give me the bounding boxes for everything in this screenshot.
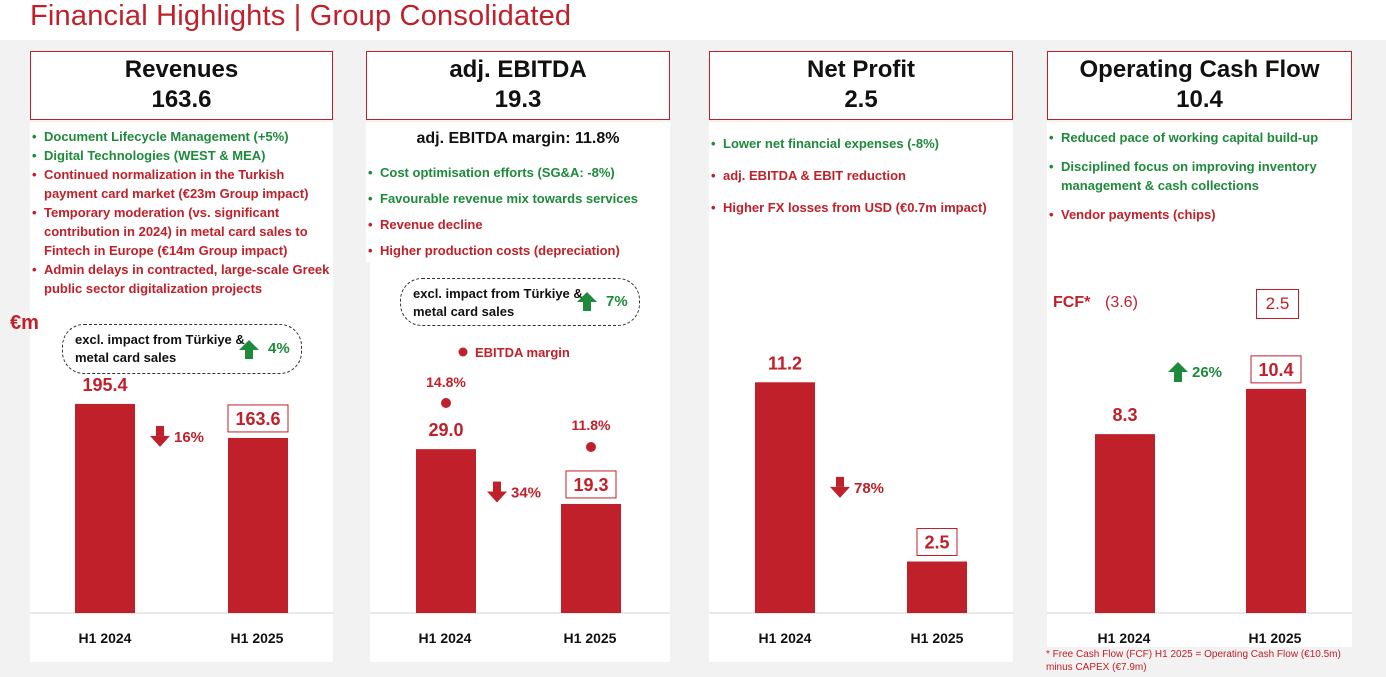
bar-h1-2024 (1095, 434, 1155, 613)
change-label: 78% (854, 480, 884, 497)
kpi-name: Revenues (124, 56, 239, 83)
x-tick-label: H1 2024 (759, 630, 812, 646)
driver-item: Revenue decline (366, 212, 670, 238)
driver-item: Higher production costs (depreciation) (366, 238, 670, 264)
margin-label: 14.8% (426, 374, 466, 390)
up-arrow-icon (577, 292, 597, 311)
driver-item: Lower net financial expenses (-8%) (709, 128, 1013, 160)
excl-change: 4% (268, 340, 290, 357)
driver-item: adj. EBITDA & EBIT reduction (709, 160, 1013, 192)
kpi-name: Net Profit (807, 56, 915, 83)
down-arrow-icon (487, 491, 507, 503)
kpi-value: 163.6 (151, 86, 212, 113)
excl-text: excl. impact from Türkiye & metal card s… (75, 332, 245, 365)
ebitda-drivers: Cost optimisation efforts (SG&A: -8%) Fa… (366, 160, 670, 264)
page-title: Financial Highlights | Group Consolidate… (30, 0, 572, 32)
fcf-value-2025: 2.5 (1256, 289, 1299, 319)
change-label: 26% (1192, 364, 1222, 381)
down-arrow-icon-stem (493, 481, 501, 492)
legend-label: EBITDA margin (475, 345, 570, 360)
fcf-value-2024: (3.6) (1105, 294, 1138, 311)
x-tick-label: H1 2025 (1249, 630, 1302, 646)
driver-item: Disciplined focus on improving inventory… (1047, 157, 1352, 195)
value-label-box (916, 528, 958, 556)
x-tick-label: H1 2025 (231, 630, 284, 646)
down-arrow-icon (150, 435, 170, 447)
up-arrow-icon-stem (1174, 372, 1182, 382)
kpi-name: adj. EBITDA (449, 56, 587, 83)
driver-item: Digital Technologies (WEST & MEA) (30, 146, 330, 165)
change-label: 16% (174, 429, 204, 446)
fcf-label: FCF* (1053, 294, 1091, 311)
down-arrow-icon-stem (156, 425, 164, 436)
change-label: 34% (511, 485, 541, 502)
kpi-value: 19.3 (494, 86, 542, 113)
up-arrow-icon (239, 340, 259, 359)
excl-callout-ebitda: excl. impact from Türkiye & metal card s… (400, 278, 640, 326)
up-arrow-icon (1168, 362, 1188, 372)
value-label: 10.4 (1258, 360, 1293, 380)
excl-change: 7% (606, 293, 628, 310)
excl-text: excl. impact from Türkiye & metal card s… (413, 286, 583, 319)
driver-item: Higher FX losses from USD (€0.7m impact) (709, 192, 1013, 224)
bar-h1-2025 (907, 561, 967, 613)
driver-item: Favourable revenue mix towards services (366, 186, 670, 212)
value-label: 8.3 (1112, 405, 1137, 425)
down-arrow-icon-stem (836, 476, 844, 487)
driver-item: Admin delays in contracted, large-scale … (30, 260, 330, 298)
footnote: * Free Cash Flow (FCF) H1 2025 = Operati… (1046, 649, 1341, 673)
netprofit-drivers: Lower net financial expenses (-8%) adj. … (709, 128, 1013, 224)
driver-item: Reduced pace of working capital build-up (1047, 128, 1352, 147)
x-tick-label: H1 2024 (1098, 630, 1151, 646)
value-label: 29.0 (428, 420, 463, 440)
driver-item: Continued normalization in the Turkish p… (30, 165, 330, 203)
legend-marker (458, 347, 468, 357)
driver-item: Cost optimisation efforts (SG&A: -8%) (366, 160, 670, 186)
down-arrow-icon (830, 486, 850, 498)
kpi-netprofit: Net Profit 2.5 (709, 51, 1013, 120)
revenues-drivers: Document Lifecycle Management (+5%) Digi… (30, 127, 330, 298)
cashflow-drivers: Reduced pace of working capital build-up… (1047, 128, 1352, 224)
driver-item: Document Lifecycle Management (+5%) (30, 127, 330, 146)
driver-item: Temporary moderation (vs. significant co… (30, 203, 330, 260)
bar-h1-2024 (416, 449, 476, 613)
margin-point (441, 398, 451, 408)
value-label: 11.2 (768, 353, 802, 373)
value-label-box (1250, 355, 1302, 384)
x-tick-label: H1 2025 (911, 630, 964, 646)
x-tick-label: H1 2025 (564, 630, 617, 646)
kpi-cashflow: Operating Cash Flow 10.4 (1047, 51, 1352, 120)
unit-label: €m (10, 312, 39, 334)
bar-h1-2025 (1246, 388, 1306, 613)
driver-item: Vendor payments (chips) (1047, 205, 1352, 224)
kpi-value: 2.5 (844, 86, 878, 113)
kpi-ebitda: adj. EBITDA 19.3 (366, 51, 670, 120)
kpi-revenues: Revenues 163.6 (30, 51, 333, 120)
margin-label: 11.8% (572, 417, 611, 433)
value-label-box (227, 404, 289, 433)
bar-h1-2025 (228, 437, 288, 613)
value-label-box (565, 470, 617, 499)
value-label: 19.3 (573, 475, 608, 495)
excl-callout-revenues: excl. impact from Türkiye & metal card s… (62, 324, 302, 374)
bar-h1-2024 (755, 382, 815, 613)
x-tick-label: H1 2024 (79, 630, 132, 646)
ebitda-margin-text: adj. EBITDA margin: 11.8% (416, 130, 620, 147)
value-label: 2.5 (924, 533, 949, 553)
bar-h1-2024 (75, 403, 135, 613)
value-label: 163.6 (235, 409, 280, 429)
margin-point (586, 442, 596, 452)
bar-h1-2025 (561, 503, 621, 613)
x-tick-label: H1 2024 (419, 630, 472, 646)
value-label: 195.4 (82, 375, 127, 395)
kpi-name: Operating Cash Flow (1079, 56, 1320, 83)
kpi-value: 10.4 (1176, 86, 1223, 113)
